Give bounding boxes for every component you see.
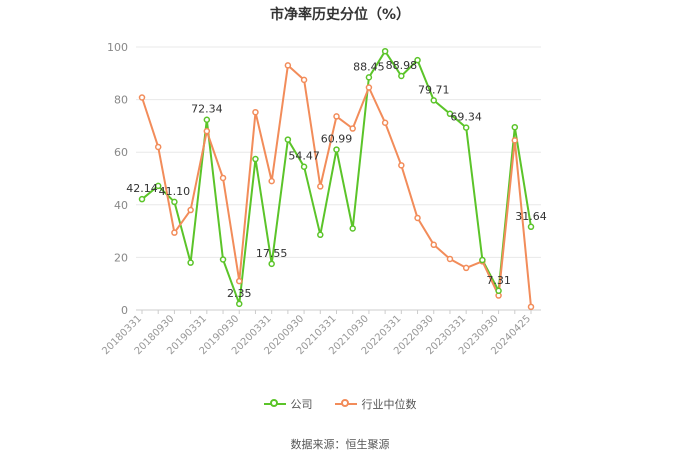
data-point-1 [138,94,146,101]
data-point-1 [462,264,470,272]
chart-title: 市净率历史分位（%） [269,7,411,23]
data-point-0 [381,47,389,55]
data-point-0 [268,260,275,268]
data-label: 41.10 [159,185,191,198]
data-point-0 [511,123,519,131]
data-point-1 [446,255,454,263]
data-point-0 [236,300,243,308]
data-point-1 [171,229,178,236]
data-point-0 [479,256,486,264]
data-point-1 [414,214,421,222]
source-note: 数据来源：恒生聚源 [290,438,390,451]
data-label: 88.45 [353,60,385,73]
data-point-0 [446,110,454,118]
data-label: 54.47 [288,150,320,163]
data-point-0 [284,136,292,143]
data-point-0 [300,163,308,170]
data-point-1 [398,162,405,169]
data-point-0 [398,72,405,80]
data-point-1 [349,125,356,132]
grid-lines [136,46,541,311]
y-tick-label: 60 [114,146,128,159]
y-tick-label: 80 [114,94,128,107]
legend-swatch-industry-median [334,398,357,410]
data-point-1 [317,183,324,190]
data-label: 88.98 [386,59,418,72]
series-lines [141,50,532,307]
data-label: 7.31 [486,274,511,287]
data-point-0 [138,195,146,203]
data-point-1 [268,177,275,185]
data-point-1 [527,303,535,311]
legend-label-industry-median: 行业中位数 [361,398,417,411]
data-label: 60.99 [321,133,353,146]
data-point-0 [219,256,227,263]
data-point-1 [333,113,340,120]
data-point-0 [333,146,340,153]
x-axis: 2018033120180930201903312019093020200331… [100,310,533,357]
data-label: 31.64 [515,210,547,223]
data-label: 72.34 [191,103,223,116]
data-point-1 [154,143,162,151]
y-axis-ticks: 0 20 40 60 80 100 [107,41,128,317]
data-point-0 [462,124,470,131]
data-point-1 [252,108,259,116]
y-tick-label: 40 [114,199,128,212]
data-label: 2.35 [227,287,252,300]
data-point-0 [495,287,502,295]
legend: 公司 行业中位数 [0,396,680,412]
legend-item-company[interactable]: 公司 [263,396,313,412]
data-label: 17.55 [256,247,288,260]
data-label: 79.71 [418,83,450,96]
legend-item-industry-median[interactable]: 行业中位数 [334,396,417,412]
y-tick-label: 20 [114,251,128,264]
data-point-1 [430,241,437,249]
data-point-0 [349,225,356,232]
data-point-0 [317,231,324,239]
data-point-1 [365,84,373,91]
data-point-1 [381,119,389,126]
data-point-0 [154,182,162,190]
line-chart: 0 20 40 60 80 100 201803312018093020190331201… [100,41,547,357]
data-point-0 [365,74,373,81]
data-point-0 [527,223,535,231]
data-point-1 [284,62,292,69]
data-point-0 [430,97,437,104]
legend-label-company: 公司 [290,398,313,411]
series-points [138,47,535,311]
data-point-1 [187,206,194,214]
data-point-1 [511,137,519,144]
data-label: 69.34 [450,111,482,124]
data-point-0 [203,116,211,123]
data-point-0 [252,155,259,163]
data-point-1 [300,76,308,84]
data-point-0 [171,198,178,206]
data-point-0 [414,56,421,64]
y-tick-label: 100 [107,41,128,54]
legend-swatch-company [263,398,286,410]
data-point-1 [203,127,211,135]
y-tick-label: 0 [121,304,128,317]
data-label: 42.14 [126,182,158,195]
data-point-0 [187,259,194,266]
data-point-1 [236,277,243,285]
data-point-1 [219,174,227,182]
